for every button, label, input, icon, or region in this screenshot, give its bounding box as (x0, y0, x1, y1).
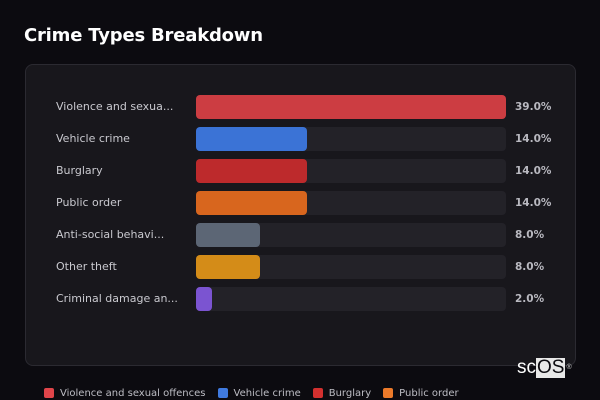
legend-item[interactable]: Vehicle crime (217, 387, 301, 399)
legend-item[interactable]: Public order (383, 387, 459, 399)
bar-row: Violence and sexua... 39.0% (26, 95, 575, 119)
legend-swatch (217, 388, 228, 398)
bar-fill[interactable] (196, 95, 506, 119)
legend-label: Public order (399, 387, 459, 399)
bar-track (196, 287, 506, 311)
bar-track (196, 223, 506, 247)
legend-item[interactable]: Violence and sexual offences (44, 388, 206, 399)
legend-label: Burglary (328, 387, 372, 399)
bar-track (196, 159, 506, 183)
bar-row: Criminal damage an... 2.0% (26, 287, 575, 311)
chart-title: Crime Types Breakdown (24, 25, 263, 46)
bar-value: 8.0% (515, 229, 545, 241)
bar-track (196, 255, 506, 279)
bar-row: Public order 14.0% (26, 191, 575, 215)
bar-value: 14.0% (515, 165, 552, 177)
legend-swatch (312, 388, 323, 398)
bar-label: Anti-social behavi... (56, 228, 165, 241)
bar-track (196, 95, 506, 119)
bar-track (196, 127, 506, 151)
bar-row: Vehicle crime 14.0% (26, 127, 575, 151)
bar-label: Other theft (56, 260, 117, 273)
bar-label: Public order (56, 196, 122, 209)
bar-row: Anti-social behavi... 8.0% (26, 223, 575, 247)
bar-fill[interactable] (196, 127, 307, 151)
bar-value: 14.0% (515, 197, 552, 209)
chart-legend: Violence and sexual offences Vehicle crim… (44, 386, 459, 400)
registered-mark: ® (566, 364, 572, 371)
bar-fill[interactable] (196, 223, 260, 247)
bar-fill[interactable] (196, 191, 307, 215)
legend-swatch (44, 388, 54, 398)
bar-row: Burglary 14.0% (26, 159, 575, 183)
bar-track (196, 191, 506, 215)
bar-fill[interactable] (196, 287, 212, 311)
scos-logo: sc OS ® (517, 358, 572, 378)
bar-label: Burglary (56, 164, 103, 177)
bar-fill[interactable] (196, 159, 307, 183)
bar-fill[interactable] (196, 255, 260, 279)
legend-label: Vehicle crime (233, 387, 301, 399)
legend-label: Violence and sexual offences (60, 387, 206, 399)
logo-text: sc (517, 357, 536, 378)
bar-label: Vehicle crime (56, 132, 130, 145)
bar-value: 2.0% (515, 293, 545, 305)
bar-row: Other theft 8.0% (26, 255, 575, 279)
legend-item[interactable]: Burglary (312, 387, 372, 399)
bar-label: Criminal damage an... (56, 292, 178, 305)
bar-value: 14.0% (515, 133, 552, 145)
chart-card: Violence and sexua... 39.0% Vehicle crime 1… (25, 64, 576, 366)
legend-swatch (383, 388, 394, 398)
bar-label: Violence and sexua... (56, 100, 174, 113)
bar-value: 39.0% (515, 101, 552, 113)
logo-box-text: OS (536, 357, 566, 378)
bar-value: 8.0% (515, 261, 545, 273)
